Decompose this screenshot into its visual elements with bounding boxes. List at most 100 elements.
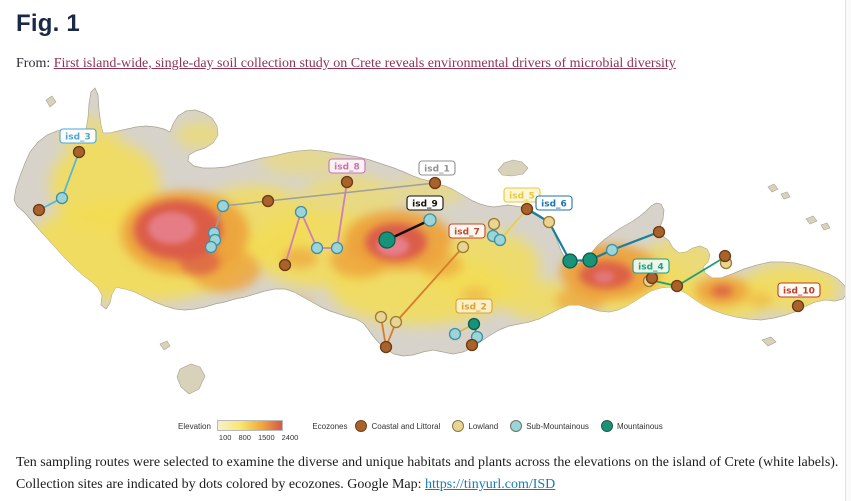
- islet: [780, 191, 791, 200]
- isd_8-label-box: [328, 158, 366, 174]
- google-map-link[interactable]: https://tinyurl.com/ISD: [425, 477, 556, 492]
- isd_2-label-box: [455, 298, 493, 314]
- isd_4-sample-site-dot-coastal: [645, 271, 659, 285]
- isd_5-label-box: [503, 187, 541, 203]
- isd_4-sample-site-dot-coastal: [718, 249, 732, 263]
- isd_8-sample-site-dot-coastal: [340, 175, 354, 189]
- isd_6-sample-site-dot-coastal: [652, 225, 666, 239]
- islet: [767, 183, 779, 193]
- isd_5-route-line: [499, 208, 528, 241]
- isd_4-label-box: [632, 258, 670, 274]
- article-title-link[interactable]: First island-wide, single-day soil colle…: [53, 56, 676, 71]
- islet: [45, 95, 57, 108]
- ecozone-legend-item: Coastal and Littoral: [355, 420, 440, 432]
- isd_2-sample-site-dot-sub: [448, 327, 462, 341]
- ecozone-label: Mountainous: [616, 422, 663, 431]
- crete-elevation-map: isd_3 isd_1 isd_8 isd_9 isd_7 isd_2 isd_5 isd_6…: [13, 87, 848, 395]
- gavdos-island: [176, 363, 206, 395]
- isd_2-sample-site-dot-mountain: [467, 317, 481, 331]
- isd_6-sample-site-dot-mountain: [582, 252, 598, 268]
- source-line: From: First island-wide, single-day soil…: [16, 56, 676, 72]
- isd_7-sample-site-dot-coastal: [379, 340, 393, 354]
- from-prefix: From:: [16, 56, 51, 71]
- isd_6-sample-site-dot-lowland: [542, 215, 556, 229]
- isd_6-sample-site-dot-sub: [605, 243, 619, 257]
- isd_10-label-box: [777, 282, 821, 298]
- islet: [820, 222, 831, 231]
- isd_10-sample-site-dot-coastal: [791, 299, 805, 313]
- isd_2-sample-site-dot-coastal: [465, 338, 479, 352]
- isd_1-label-box: [418, 160, 456, 176]
- isd_1-sample-site-dot-coastal: [261, 194, 275, 208]
- ecozone-dot-icon: [355, 420, 368, 432]
- isd_3-route-label: isd_3: [65, 133, 91, 143]
- islet: [159, 340, 171, 351]
- sampling-routes-layer: isd_3 isd_1 isd_8 isd_9 isd_7 isd_2 isd_5 isd_6…: [32, 128, 821, 354]
- caption-line-2: Collection sites are indicated by dots c…: [16, 474, 846, 496]
- map-legend: Elevation 100 800 1500 2400 Ecozones Coasta…: [178, 420, 675, 442]
- isd_1-sample-site-dot-coastal: [428, 176, 442, 190]
- ecozone-label: Lowland: [468, 422, 499, 431]
- isd_7-route-label: isd_7: [454, 228, 480, 238]
- elevation-tick: 1500: [257, 433, 275, 442]
- isd_3-sample-site-dot-sub: [55, 191, 69, 205]
- islet: [805, 215, 818, 225]
- caption-line-1: Ten sampling routes were selected to exa…: [16, 455, 839, 470]
- isd_6-sample-site-dot-coastal: [520, 202, 534, 216]
- ecozone-dot-icon: [600, 420, 613, 432]
- isd_8-sample-site-dot-coastal: [278, 258, 292, 272]
- isd_8-route-label: isd_8: [334, 163, 360, 173]
- chrysi-island: [761, 336, 777, 347]
- isd_3-sample-site-dot-coastal: [32, 203, 46, 217]
- elevation-gradient-block: 100 800 1500 2400: [216, 420, 298, 442]
- isd_8-sample-site-dot-sub: [294, 205, 308, 219]
- isd_7-label-box: [448, 223, 486, 239]
- elevation-tick: 2400: [281, 433, 299, 442]
- elevation-gradient-bar: [216, 420, 283, 431]
- isd_4-route-label: isd_4: [638, 263, 664, 273]
- isd_1-route-label: isd_1: [424, 165, 450, 175]
- elevation-tick: 100: [218, 433, 232, 442]
- isd_10-route-label: isd_10: [783, 287, 815, 297]
- isd_6-route-label: isd_6: [541, 200, 567, 210]
- dia-island: [497, 159, 529, 177]
- isd_1-sample-site-dot-sub: [204, 240, 218, 254]
- isd_6-label-box: [535, 195, 573, 211]
- isd_5-route-label: isd_5: [509, 192, 535, 202]
- isd_6-sample-site-dot-mountain: [562, 253, 578, 269]
- isd_8-sample-site-dot-sub: [310, 241, 324, 255]
- isd_5-sample-site-dot-lowland: [487, 217, 501, 231]
- isd_9-label-box: [406, 195, 444, 211]
- elevation-tick: 800: [238, 433, 251, 442]
- ecozone-legend-item: Sub-Mountainous: [510, 420, 589, 432]
- ecozone-legend-item: Mountainous: [600, 420, 663, 432]
- elevation-tick-labels: 100 800 1500 2400: [217, 433, 298, 442]
- isd_9-route-label: isd_9: [412, 200, 438, 210]
- ecozone-dot-icon: [510, 420, 523, 432]
- ecozone-label: Sub-Mountainous: [526, 422, 589, 431]
- isd_7-sample-site-dot-lowland: [389, 315, 403, 329]
- ecozone-legend-item: Lowland: [452, 420, 498, 432]
- isd_1-sample-site-dot-sub: [216, 199, 230, 213]
- ecozones-legend-label: Ecozones: [312, 422, 348, 431]
- offshore-islets: [45, 95, 831, 395]
- scrollbar-track[interactable]: [845, 0, 851, 501]
- isd_9-sample-site-dot-sub: [423, 213, 437, 227]
- caption-line-2-text: Collection sites are indicated by dots c…: [16, 477, 426, 492]
- ecozone-label: Coastal and Littoral: [371, 422, 441, 431]
- isd_4-sample-site-dot-coastal: [670, 279, 684, 293]
- isd_7-sample-site-dot-lowland: [374, 310, 388, 324]
- figure-caption: Ten sampling routes were selected to exa…: [16, 452, 846, 496]
- isd_9-sample-site-dot-mountain: [378, 231, 396, 249]
- isd_3-label-box: [59, 128, 97, 144]
- isd_8-sample-site-dot-sub: [330, 241, 344, 255]
- elevation-legend-label: Elevation: [178, 422, 211, 431]
- crete-map-figure: isd_3 isd_1 isd_8 isd_9 isd_7 isd_2 isd_5 isd_6…: [0, 80, 851, 420]
- isd_5-sample-site-dot-sub: [493, 233, 507, 247]
- isd_3-sample-site-dot-coastal: [72, 145, 86, 159]
- ecozone-legend-items: Coastal and Littoral Lowland Sub-Mountaino…: [355, 420, 674, 432]
- figure-title: Fig. 1: [16, 10, 80, 37]
- isd_2-route-label: isd_2: [461, 303, 487, 313]
- ecozone-dot-icon: [452, 420, 465, 432]
